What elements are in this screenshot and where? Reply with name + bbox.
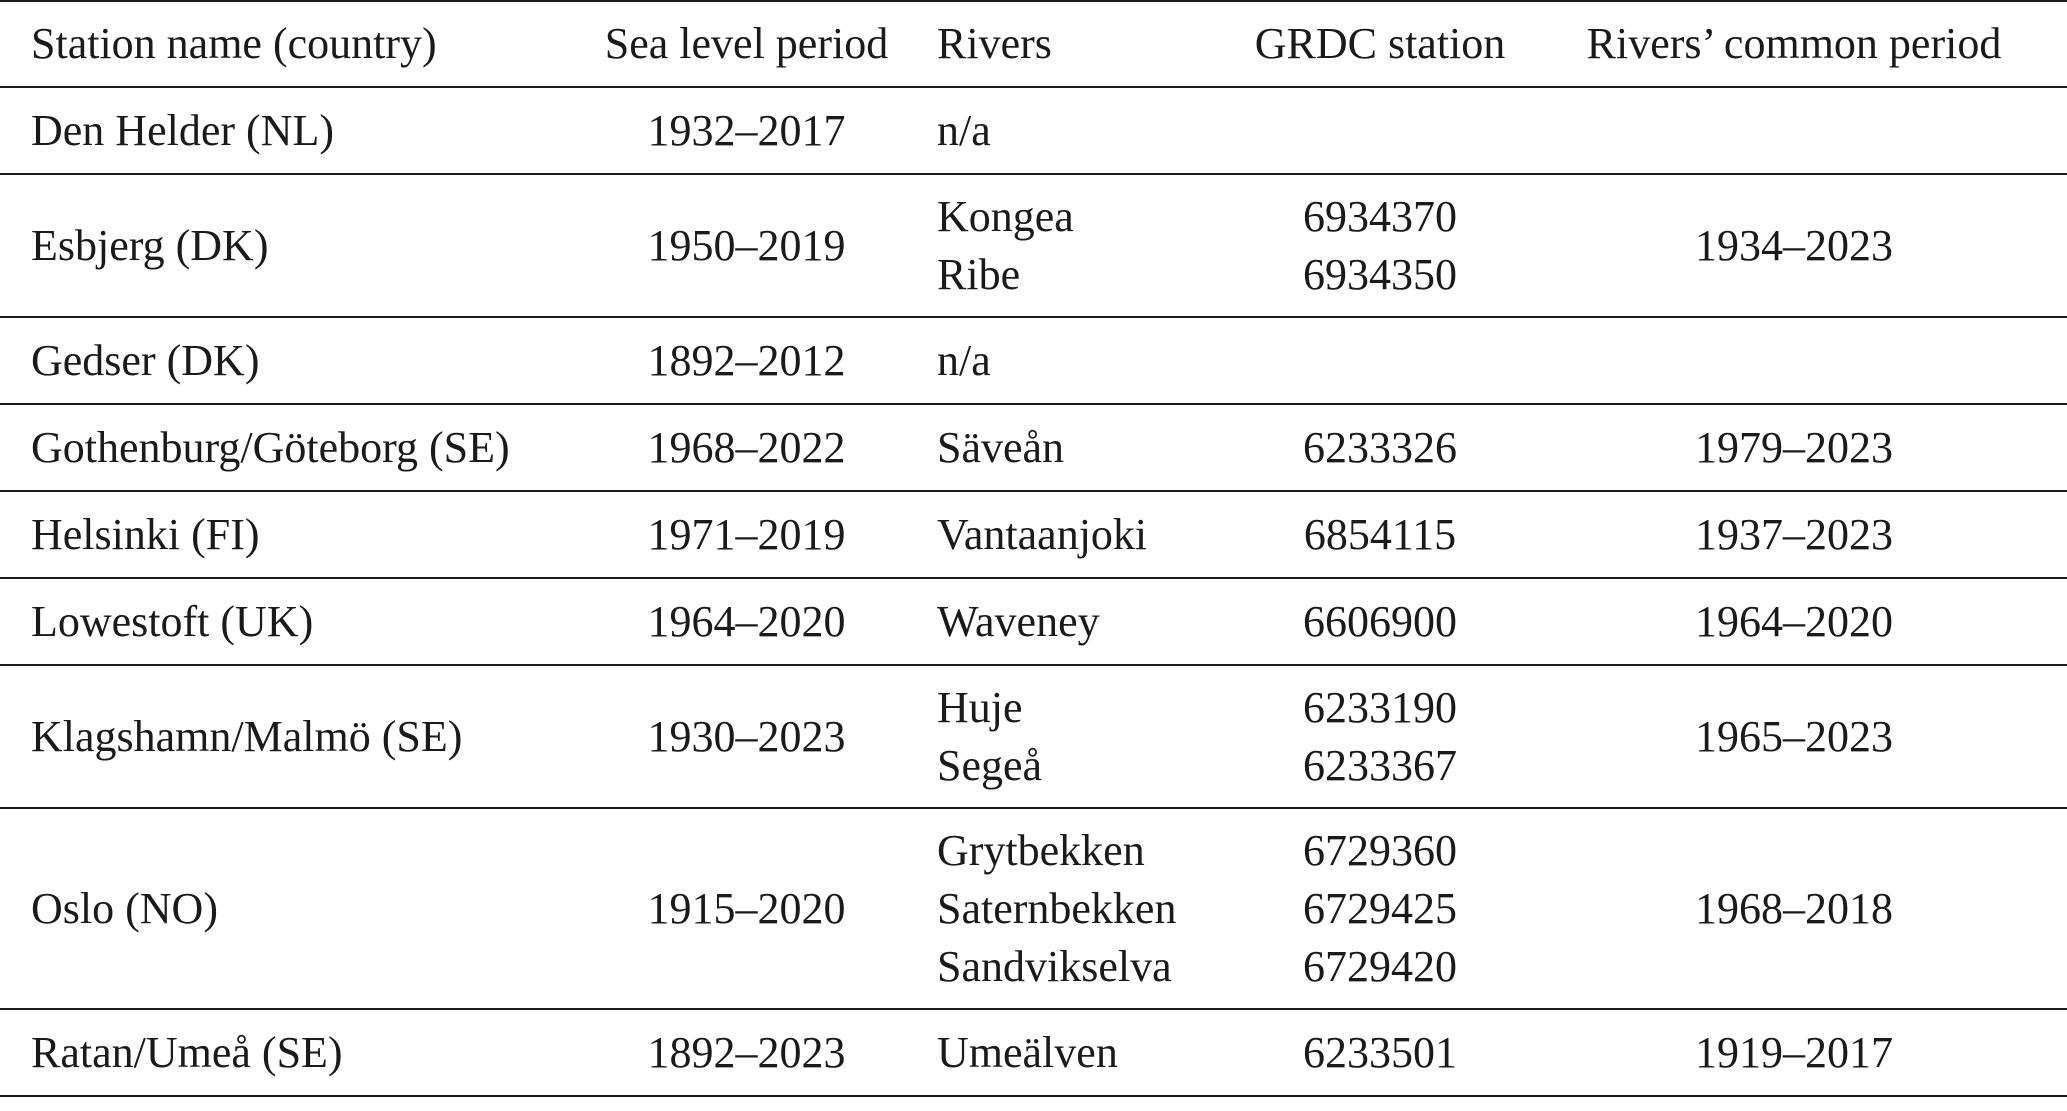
header-common-period: Rivers’ common period — [1521, 0, 2067, 88]
grdc-cell: 6233501 — [1239, 1009, 1521, 1096]
station-cell: Gedser (DK) — [31, 335, 260, 385]
sea-level-period-cell: 1892–2012 — [647, 335, 846, 385]
table-row: Helsinki (FI) 1971–2019 Vantaanjoki 6854… — [0, 491, 2067, 578]
common-period-cell — [1521, 87, 2067, 174]
station-cell: Lowestoft (UK) — [31, 596, 314, 646]
sea-level-period-cell: 1930–2023 — [647, 711, 846, 761]
station-cell: Oslo (NO) — [31, 883, 218, 933]
grdc-cell: 6854115 — [1239, 491, 1521, 578]
table-row: Gedser (DK) 1892–2012 n/a — [0, 317, 2067, 404]
sea-level-period-cell: 1968–2022 — [647, 422, 846, 472]
river-name: Vantaanjoki — [937, 509, 1148, 559]
common-period-cell: 1964–2020 — [1695, 596, 1893, 646]
sea-level-period-cell: 1950–2019 — [647, 220, 846, 270]
common-period-cell: 1934–2023 — [1695, 220, 1893, 270]
grdc-id: 6606900 — [1303, 596, 1457, 646]
rivers-cell: Waveney — [919, 578, 1239, 665]
river-name: Grytbekken — [937, 825, 1145, 875]
table-row: Klagshamn/Malmö (SE) 1930–2023 Huje Sege… — [0, 665, 2067, 808]
grdc-id: 6729425 — [1303, 883, 1457, 933]
grdc-id: 6854115 — [1303, 509, 1457, 559]
rivers-cell: Grytbekken Saternbekken Sandvikselva — [919, 808, 1239, 1009]
table-row: Den Helder (NL) 1932–2017 n/a — [0, 87, 2067, 174]
grdc-id: 6729420 — [1303, 941, 1457, 991]
table-row: Esbjerg (DK) 1950–2019 Kongea Ribe 69343… — [0, 174, 2067, 317]
common-period-cell: 1919–2017 — [1695, 1027, 1893, 1077]
river-name: Umeälven — [937, 1027, 1118, 1077]
grdc-cell: 6729360 6729425 6729420 — [1239, 808, 1521, 1009]
common-period-cell: 1937–2023 — [1695, 509, 1893, 559]
grdc-id: 6233501 — [1303, 1027, 1457, 1077]
table-row: Gothenburg/Göteborg (SE) 1968–2022 Säveå… — [0, 404, 2067, 491]
rivers-cell: Kongea Ribe — [919, 174, 1239, 317]
grdc-cell: 6233190 6233367 — [1239, 665, 1521, 808]
rivers-cell: n/a — [919, 87, 1239, 174]
header-row: Station name (country) Sea level period … — [0, 0, 2067, 88]
grdc-id: 6934370 — [1303, 191, 1457, 241]
grdc-id: 6233367 — [1303, 740, 1457, 790]
header-rivers: Rivers — [919, 0, 1239, 88]
river-name: Säveån — [937, 422, 1065, 472]
grdc-cell: 6233326 — [1239, 404, 1521, 491]
common-period-cell: 1968–2018 — [1695, 883, 1893, 933]
river-name: n/a — [937, 105, 991, 155]
station-cell: Helsinki (FI) — [31, 509, 260, 559]
table-row: Oslo (NO) 1915–2020 Grytbekken Saternbek… — [0, 808, 2067, 1009]
grdc-id: 6233190 — [1303, 682, 1457, 732]
river-name: Huje — [937, 682, 1023, 732]
station-cell: Klagshamn/Malmö (SE) — [31, 711, 463, 761]
grdc-cell: 6606900 — [1239, 578, 1521, 665]
table-header: Station name (country) Sea level period … — [0, 0, 2067, 88]
table-row: Lowestoft (UK) 1964–2020 Waveney 6606900… — [0, 578, 2067, 665]
table-row: Ratan/Umeå (SE) 1892–2023 Umeälven 62335… — [0, 1009, 2067, 1096]
grdc-cell — [1239, 317, 1521, 404]
header-sea-level-period: Sea level period — [574, 0, 919, 88]
grdc-id: 6233326 — [1303, 422, 1457, 472]
sea-level-period-cell: 1971–2019 — [647, 509, 846, 559]
rivers-cell: n/a — [919, 317, 1239, 404]
rivers-cell: Säveån — [919, 404, 1239, 491]
station-cell: Esbjerg (DK) — [31, 220, 269, 270]
grdc-id: 6729360 — [1303, 825, 1457, 875]
station-cell: Gothenburg/Göteborg (SE) — [31, 422, 510, 472]
river-name: Ribe — [937, 249, 1021, 299]
grdc-cell: 6934370 6934350 — [1239, 174, 1521, 317]
table-body: Den Helder (NL) 1932–2017 n/a Esbjerg (D… — [0, 87, 2067, 1096]
river-name: n/a — [937, 335, 991, 385]
common-period-cell: 1965–2023 — [1695, 711, 1893, 761]
grdc-cell — [1239, 87, 1521, 174]
grdc-id: 6934350 — [1303, 249, 1457, 299]
common-period-cell: 1979–2023 — [1695, 422, 1893, 472]
header-station: Station name (country) — [0, 0, 574, 88]
common-period-cell — [1521, 317, 2067, 404]
river-name: Sandvikselva — [937, 941, 1172, 991]
river-name: Saternbekken — [937, 883, 1177, 933]
rivers-cell: Huje Segeå — [919, 665, 1239, 808]
rivers-cell: Umeälven — [919, 1009, 1239, 1096]
sea-level-period-cell: 1892–2023 — [647, 1027, 846, 1077]
river-name: Kongea — [937, 191, 1074, 241]
station-cell: Den Helder (NL) — [31, 105, 334, 155]
rivers-cell: Vantaanjoki — [919, 491, 1239, 578]
station-cell: Ratan/Umeå (SE) — [31, 1027, 343, 1077]
river-name: Waveney — [937, 596, 1100, 646]
sea-level-period-cell: 1932–2017 — [647, 105, 846, 155]
river-name: Segeå — [937, 740, 1043, 790]
sea-level-period-cell: 1915–2020 — [647, 883, 846, 933]
header-grdc-station: GRDC station — [1239, 0, 1521, 88]
sea-level-period-cell: 1964–2020 — [647, 596, 846, 646]
